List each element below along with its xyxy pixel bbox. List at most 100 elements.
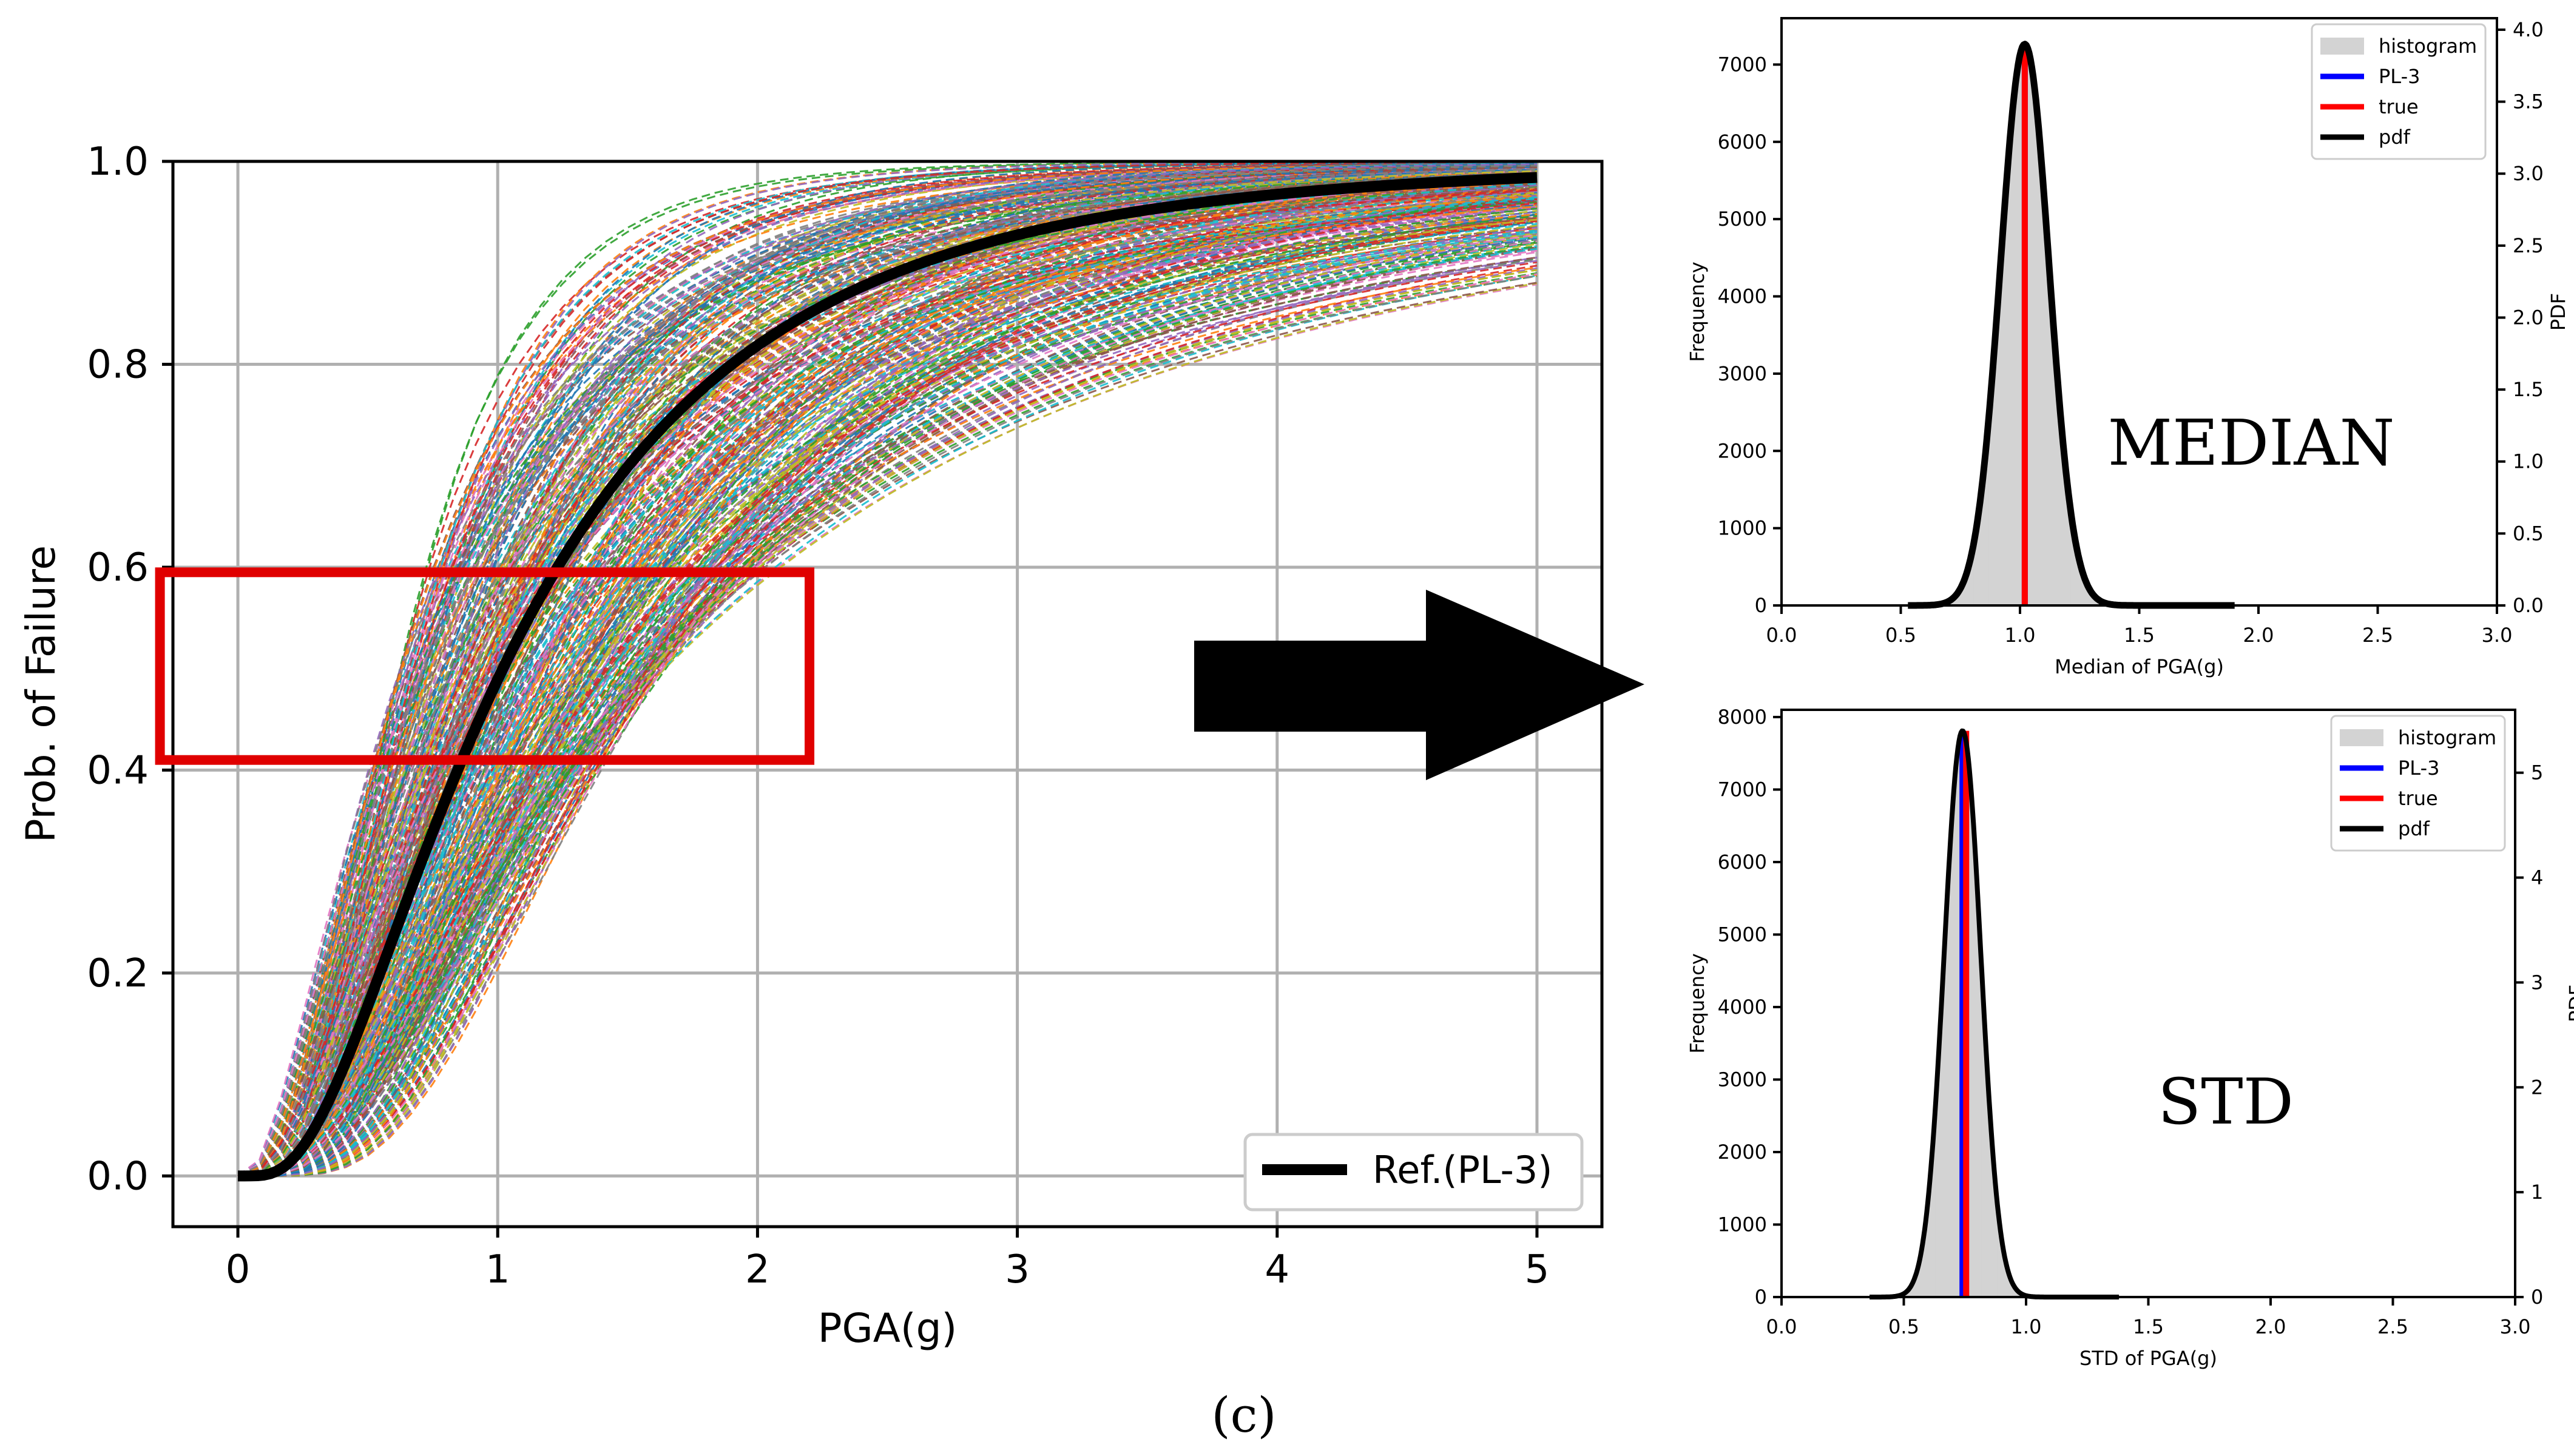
std-y2-tick-label-3: 3 bbox=[2531, 971, 2543, 994]
median-hist-bar-27 bbox=[2060, 443, 2067, 605]
median-hist-bar-11 bbox=[1979, 491, 1985, 605]
median-hist-bar-13 bbox=[1988, 385, 1995, 605]
y-axis-label: Prob. of Failure bbox=[18, 545, 64, 843]
ensemble-curve-245 bbox=[237, 231, 1538, 1177]
ensemble-curve-175 bbox=[237, 166, 1538, 1177]
median-hist-bar-17 bbox=[2009, 117, 2015, 605]
median-x-tick-label-0: 0.0 bbox=[1766, 624, 1797, 647]
std-hist-bar-17 bbox=[1951, 804, 1956, 1297]
std-hist-bar-25 bbox=[1981, 1006, 1987, 1297]
median-y2-tick-label-5: 2.5 bbox=[2513, 234, 2544, 257]
std-hist-bar-33 bbox=[2012, 1287, 2017, 1297]
ensemble-curve-220 bbox=[237, 214, 1538, 1177]
x-tick-label-1: 1 bbox=[485, 1247, 510, 1292]
std-legend: histogram PL-3 true pdf bbox=[2330, 715, 2506, 852]
ensemble-curve-365 bbox=[238, 179, 1538, 1177]
median-hist-bar-14 bbox=[1994, 318, 2000, 605]
ensemble-curve-331 bbox=[237, 181, 1538, 1177]
fragility-chart: 0 1 2 3 4 5 0.0 0.2 0.4 0.6 0.8 1.0 PGA(g) Prob. of F… bbox=[18, 140, 1604, 1352]
median-y2-axis-label: PDF bbox=[2547, 293, 2570, 331]
median-hist-bar-30 bbox=[2076, 556, 2082, 605]
std-y2-tick-label-2: 2 bbox=[2531, 1076, 2543, 1099]
std-y2-tick-label-5: 5 bbox=[2531, 761, 2543, 784]
std-hist-bar-9 bbox=[1920, 1247, 1925, 1297]
median-legend: histogram PL-3 true pdf bbox=[2311, 23, 2487, 160]
std-hist-bar-26 bbox=[1985, 1074, 1990, 1297]
ensemble-curve-388 bbox=[237, 218, 1538, 1177]
ensemble-curve-350 bbox=[238, 166, 1538, 1177]
std-x-tick-label-4: 2.0 bbox=[2255, 1315, 2286, 1338]
median-y2-tick-label-3: 1.5 bbox=[2513, 378, 2544, 401]
ensemble-curve-397 bbox=[237, 168, 1538, 1177]
std-y2-axis-label: PDF bbox=[2565, 985, 2574, 1022]
ensemble-curve-153 bbox=[237, 171, 1538, 1177]
std-legend-label-1: PL-3 bbox=[2398, 757, 2439, 780]
std-hist-bar-10 bbox=[1924, 1219, 1928, 1297]
ensemble-curve-74 bbox=[237, 203, 1538, 1177]
ensemble-curve-371 bbox=[237, 163, 1538, 1177]
median-hist-bar-7 bbox=[1958, 587, 1964, 605]
std-y2-tick-label-4: 4 bbox=[2531, 866, 2543, 889]
median-hist-bar-18 bbox=[2015, 72, 2021, 605]
annotation-layer bbox=[1194, 590, 1644, 780]
median-y2-tick-label-2: 1.0 bbox=[2513, 450, 2544, 473]
median-y-tick-label-5: 5000 bbox=[1718, 207, 1767, 231]
y-tick-label-1: 0.2 bbox=[87, 951, 149, 996]
ensemble-curve-18 bbox=[237, 269, 1538, 1177]
median-hist-bar-31 bbox=[2081, 575, 2087, 605]
ensemble-curve-355 bbox=[237, 187, 1538, 1177]
x-axis-label: PGA(g) bbox=[818, 1305, 958, 1352]
std-y-tick-label-2: 2000 bbox=[1718, 1141, 1767, 1164]
median-panel-annotation: MEDIAN bbox=[2108, 406, 2395, 480]
ensemble-curve-149 bbox=[237, 168, 1538, 1177]
std-y-tick-label-1: 1000 bbox=[1718, 1213, 1767, 1236]
median-hist-bar-22 bbox=[2035, 117, 2041, 605]
ensemble-curve-294 bbox=[238, 184, 1538, 1177]
median-hist-bar-9 bbox=[1968, 556, 1974, 605]
ensemble-curve-384 bbox=[238, 194, 1538, 1177]
median-hist-bar-10 bbox=[1973, 528, 1979, 605]
ensemble-curve-158 bbox=[238, 179, 1538, 1177]
std-x-tick-label-6: 3.0 bbox=[2500, 1315, 2531, 1338]
median-y-tick-label-7: 7000 bbox=[1718, 53, 1767, 76]
ensemble-curve-362 bbox=[237, 207, 1538, 1177]
legend-frame bbox=[1243, 1133, 1584, 1212]
x-tick-label-2: 2 bbox=[745, 1247, 770, 1292]
ensemble-curve-191 bbox=[237, 187, 1538, 1177]
std-y-tick-label-4: 4000 bbox=[1718, 996, 1767, 1019]
median-y-axis-label: Frequency bbox=[1686, 261, 1709, 362]
median-x-axis-label: Median of PGA(g) bbox=[2055, 655, 2224, 678]
std-y-tick-label-6: 6000 bbox=[1718, 851, 1767, 874]
median-hist-bar-26 bbox=[2055, 385, 2061, 605]
std-hist-bar-32 bbox=[2008, 1279, 2013, 1297]
std-y-tick-label-3: 3000 bbox=[1718, 1068, 1767, 1091]
fragility-legend: Ref.(PL-3) bbox=[1243, 1133, 1584, 1212]
ensemble-curve-110 bbox=[237, 180, 1538, 1177]
std-hist-bar-29 bbox=[1997, 1219, 2002, 1297]
ensemble-curve-374 bbox=[237, 260, 1538, 1177]
ensemble-curve-393 bbox=[237, 202, 1538, 1177]
ensemble-curve-305 bbox=[238, 183, 1538, 1177]
std-y-axis-label: Frequency bbox=[1686, 953, 1709, 1053]
figure-label: (c) bbox=[1211, 1387, 1276, 1443]
ensemble-curve-339 bbox=[237, 197, 1538, 1177]
median-hist-bar-21 bbox=[2030, 72, 2036, 605]
std-hist-bar-12 bbox=[1931, 1133, 1936, 1297]
std-legend-label-0: histogram bbox=[2398, 726, 2496, 749]
std-x-tick-label-1: 0.5 bbox=[1888, 1315, 1919, 1338]
median-hist-bar-32 bbox=[2086, 587, 2092, 605]
highlight-box bbox=[155, 567, 815, 765]
ensemble-curve-346 bbox=[237, 167, 1538, 1177]
median-y2-tick-label-6: 3.0 bbox=[2513, 162, 2544, 185]
ensemble-curve-394 bbox=[237, 163, 1538, 1177]
ensemble-curve-300 bbox=[237, 192, 1538, 1177]
median-y2-tick-label-0: 0.0 bbox=[2513, 594, 2544, 617]
median-hist-bar-23 bbox=[2040, 178, 2046, 606]
median-pdf-curve bbox=[1906, 41, 2237, 609]
median-y2-tick-label-1: 0.5 bbox=[2513, 522, 2544, 545]
legend-label-ref: Ref.(PL-3) bbox=[1373, 1148, 1553, 1192]
ensemble-curve-174 bbox=[238, 170, 1538, 1177]
ensemble-curve-372 bbox=[237, 245, 1538, 1177]
std-legend-label-2: true bbox=[2398, 787, 2438, 810]
